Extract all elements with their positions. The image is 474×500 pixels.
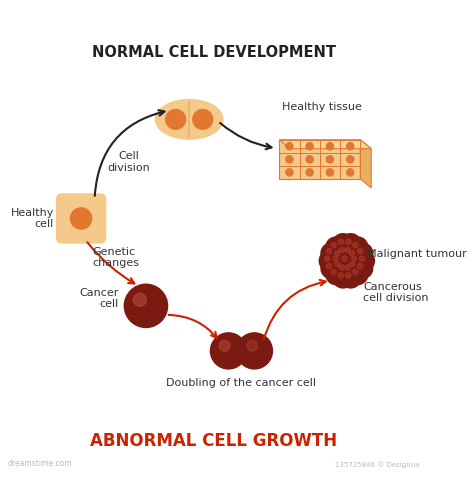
Circle shape (350, 250, 355, 256)
Circle shape (342, 256, 347, 261)
Circle shape (330, 256, 349, 276)
Circle shape (357, 264, 363, 268)
Circle shape (286, 156, 293, 163)
Circle shape (328, 251, 347, 270)
Circle shape (352, 258, 373, 278)
Circle shape (347, 237, 368, 258)
Circle shape (337, 250, 357, 271)
Circle shape (321, 243, 342, 264)
Circle shape (338, 272, 343, 278)
Polygon shape (360, 140, 371, 188)
Circle shape (340, 260, 359, 280)
Circle shape (346, 142, 354, 150)
Circle shape (321, 258, 342, 278)
Circle shape (210, 333, 246, 369)
Text: Doubling of the cancer cell: Doubling of the cancer cell (166, 378, 317, 388)
Circle shape (333, 256, 338, 261)
Circle shape (331, 270, 337, 274)
Circle shape (340, 242, 359, 262)
Circle shape (347, 264, 368, 284)
Circle shape (353, 270, 358, 274)
Circle shape (346, 251, 366, 270)
Circle shape (306, 142, 313, 150)
Circle shape (237, 333, 273, 369)
Circle shape (334, 242, 354, 262)
Circle shape (354, 250, 374, 271)
Polygon shape (279, 140, 371, 148)
Circle shape (124, 284, 168, 328)
Ellipse shape (155, 100, 223, 139)
Circle shape (345, 248, 350, 252)
Circle shape (352, 243, 373, 264)
Circle shape (193, 110, 213, 130)
Circle shape (357, 248, 363, 254)
Circle shape (326, 264, 346, 284)
Circle shape (286, 169, 293, 176)
Text: Genetic
changes: Genetic changes (92, 247, 139, 268)
Circle shape (345, 265, 350, 270)
Circle shape (353, 242, 358, 248)
Circle shape (339, 265, 345, 270)
Circle shape (346, 272, 351, 278)
Circle shape (346, 156, 354, 163)
Circle shape (219, 340, 230, 351)
Text: NORMAL CELL DEVELOPMENT: NORMAL CELL DEVELOPMENT (91, 44, 336, 60)
Circle shape (333, 234, 353, 254)
Text: Cancer
cell: Cancer cell (80, 288, 119, 310)
Circle shape (330, 246, 349, 265)
Circle shape (306, 169, 313, 176)
Circle shape (331, 242, 337, 248)
Circle shape (345, 246, 364, 265)
Circle shape (326, 237, 346, 258)
Text: Healthy
cell: Healthy cell (11, 208, 54, 230)
Text: Malignant tumour: Malignant tumour (367, 248, 466, 258)
Circle shape (133, 294, 146, 306)
Circle shape (327, 142, 334, 150)
Circle shape (247, 340, 258, 351)
Polygon shape (279, 140, 360, 179)
Circle shape (327, 156, 334, 163)
Circle shape (351, 256, 356, 261)
Text: 135725846 © Designua: 135725846 © Designua (336, 462, 420, 468)
Circle shape (359, 256, 365, 261)
Text: dreamstime.com: dreamstime.com (7, 459, 72, 468)
Text: Healthy tissue: Healthy tissue (282, 102, 362, 112)
Circle shape (340, 234, 361, 254)
Text: ABNORMAL CELL GROWTH: ABNORMAL CELL GROWTH (90, 432, 337, 450)
Circle shape (335, 250, 340, 256)
Circle shape (333, 268, 353, 288)
Circle shape (326, 248, 332, 254)
Text: Cell
division: Cell division (108, 151, 150, 172)
Circle shape (346, 239, 351, 244)
Circle shape (350, 262, 355, 266)
Circle shape (346, 169, 354, 176)
Circle shape (71, 208, 91, 229)
Circle shape (340, 268, 361, 288)
Text: Cancerous
cell division: Cancerous cell division (363, 282, 428, 303)
Circle shape (325, 256, 330, 261)
Circle shape (319, 250, 340, 271)
Circle shape (306, 156, 313, 163)
Circle shape (345, 256, 364, 276)
Circle shape (286, 142, 293, 150)
Circle shape (335, 262, 340, 266)
Circle shape (339, 248, 345, 252)
FancyBboxPatch shape (56, 193, 106, 244)
Circle shape (327, 169, 334, 176)
Circle shape (334, 260, 354, 280)
Circle shape (326, 264, 332, 268)
Circle shape (338, 239, 343, 244)
Circle shape (166, 110, 186, 130)
